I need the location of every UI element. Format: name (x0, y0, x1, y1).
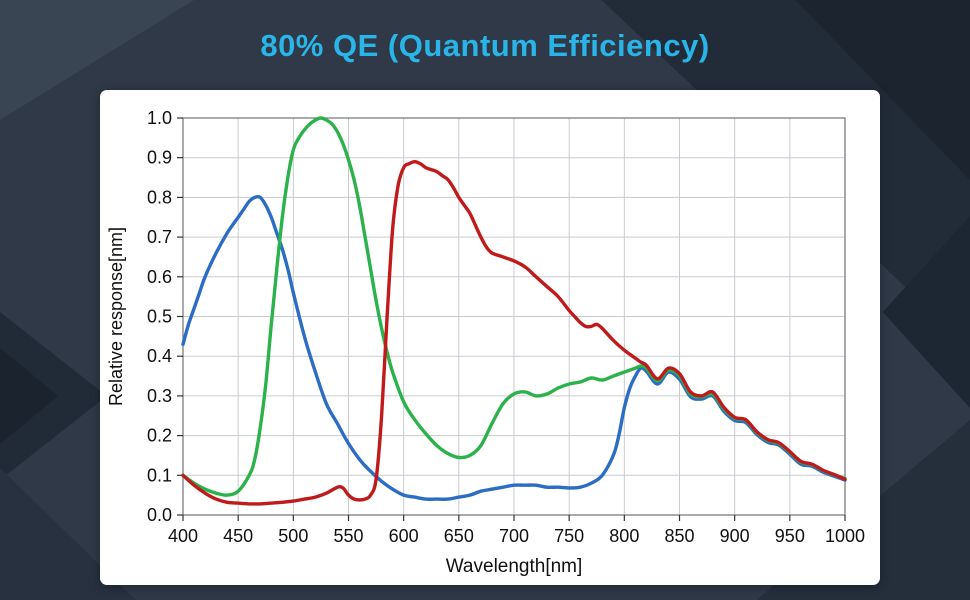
y-tick-label: 0.5 (147, 307, 172, 327)
x-tick-label: 500 (278, 526, 308, 546)
qe-chart-panel: 400 450 500 550 600 650 700 750 800 850 900 950 1000… (100, 90, 880, 585)
y-tick-label: 0.6 (147, 267, 172, 287)
x-tick-label: 750 (554, 526, 584, 546)
y-tick-label: 0.9 (147, 148, 172, 168)
qe-line-chart: 400 450 500 550 600 650 700 750 800 850 900 950 1000… (106, 108, 865, 577)
curve-red-channel (181, 160, 847, 506)
y-tick-label: 0.3 (147, 386, 172, 406)
x-tick-label: 450 (223, 526, 253, 546)
y-tick-label: 0.0 (147, 505, 172, 525)
x-tick-label: 900 (720, 526, 750, 546)
x-tick-label: 950 (775, 526, 805, 546)
page-title: 80% QE (Quantum Efficiency) (260, 28, 710, 63)
y-tick-label: 0.8 (147, 187, 172, 207)
x-tick-label: 850 (664, 526, 694, 546)
y-tick-label: 0.1 (147, 465, 172, 485)
x-tick-label: 600 (389, 526, 419, 546)
x-tick-label: 400 (168, 526, 198, 546)
y-axis-title: Relative response[nm] (106, 227, 126, 406)
x-axis-title: Wavelength[nm] (446, 556, 583, 577)
y-tick-label: 1.0 (147, 108, 172, 128)
x-tick-label: 650 (444, 526, 474, 546)
x-tick-label: 700 (499, 526, 529, 546)
x-tick-label: 800 (609, 526, 639, 546)
y-tick-label: 0.2 (147, 426, 172, 446)
y-tick-label: 0.7 (147, 227, 172, 247)
x-tick-label: 1000 (825, 526, 865, 546)
y-tick-label: 0.4 (147, 346, 172, 366)
x-tick-label: 550 (333, 526, 363, 546)
